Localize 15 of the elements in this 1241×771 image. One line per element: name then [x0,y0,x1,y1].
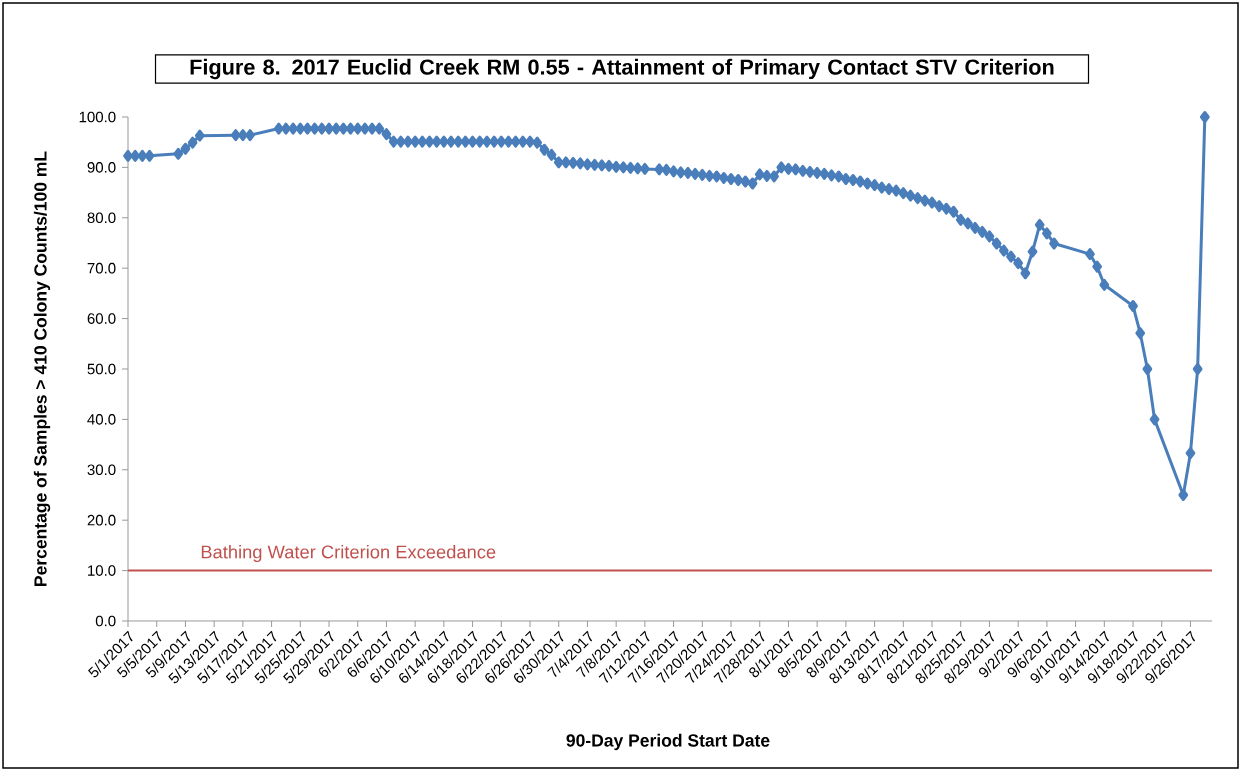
chart-title: Figure 8. 2017 Euclid Creek RM 0.55 - Attainment of Primary Contact STV Criterion [190,58,1054,80]
y-tick-label: 90.0 [87,162,116,173]
x-axis-title: 90-Day Period Start Date [566,733,770,751]
y-tick-label: 80.0 [87,212,116,224]
y-tick-label: 40.0 [87,414,116,425]
y-tick-label: 70.0 [87,262,116,274]
y-axis-title: Percentage of Samples > 410 Colony Counts/100 mL [33,151,51,586]
y-tick-label: 0.0 [95,615,116,627]
y-tick-label: 20.0 [87,514,116,526]
y-tick-label: 50.0 [87,363,116,375]
y-tick-label: 10.0 [88,565,116,576]
y-tick-label: 100.0 [79,111,116,123]
y-tick-label: 60.0 [87,313,116,324]
ref-line-label: Bathing Water Criterion Exceedance [201,544,496,563]
y-tick-label: 30.0 [87,464,116,476]
